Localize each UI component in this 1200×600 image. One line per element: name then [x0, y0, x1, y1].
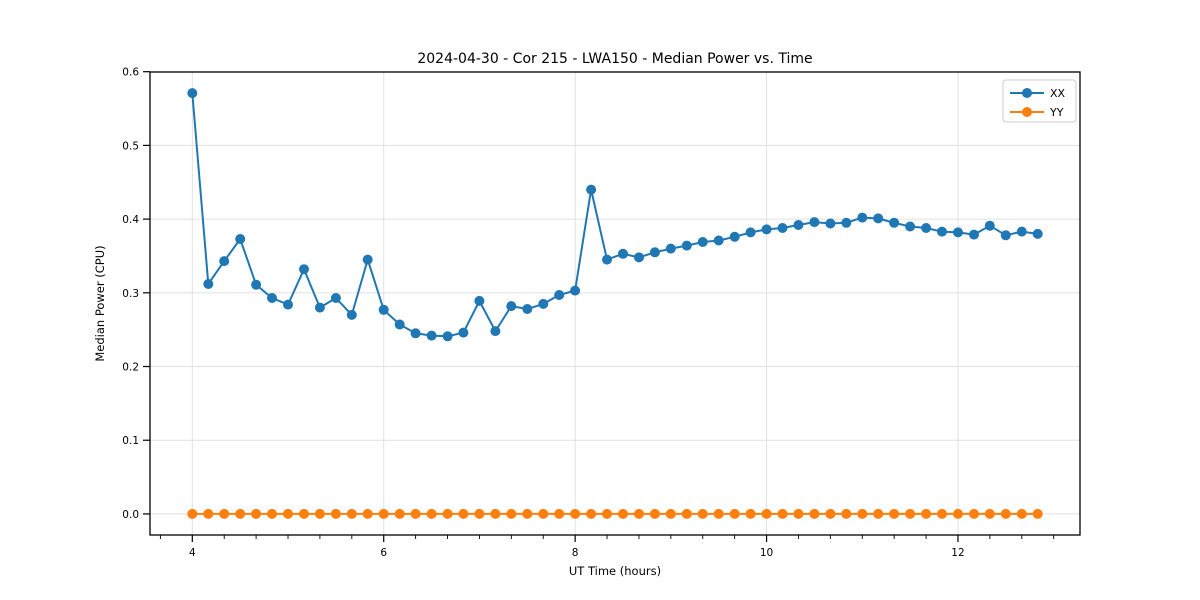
legend-entry-yy: YY	[1010, 106, 1064, 119]
x-tick-label: 4	[189, 547, 196, 559]
x-axis-label: UT Time (hours)	[569, 564, 661, 578]
y-tick-label: 0.2	[122, 362, 139, 374]
axes-frame	[149, 71, 1081, 536]
y-tick-label: 0.1	[122, 435, 139, 447]
y-tick-label: 0.4	[122, 214, 139, 226]
y-tick-label: 0.5	[122, 140, 139, 152]
legend: XX YY	[1002, 79, 1077, 123]
x-tick-label: 10	[760, 547, 773, 559]
y-tick-label: 0.3	[122, 288, 139, 300]
legend-entry-xx: XX	[1010, 87, 1066, 100]
axis-ticks: 4 6 8 10 12 0.0 0.1 0.2 0.3 0.4 0.5 0.6	[122, 67, 1055, 559]
chart-title: 2024-04-30 - Cor 215 - LWA150 - Median P…	[417, 51, 812, 67]
y-axis-label: Median Power (CPU)	[93, 245, 107, 361]
series-xx	[187, 88, 1043, 342]
x-tick-label: 8	[572, 547, 579, 559]
y-tick-label: 0.0	[122, 509, 139, 521]
legend-label: XX	[1050, 87, 1066, 100]
data-series	[187, 88, 1043, 519]
series-yy	[187, 508, 1043, 519]
y-tick-label: 0.6	[122, 67, 139, 79]
x-tick-label: 6	[380, 547, 387, 559]
legend-label: YY	[1049, 106, 1064, 119]
x-tick-label: 12	[951, 547, 964, 559]
